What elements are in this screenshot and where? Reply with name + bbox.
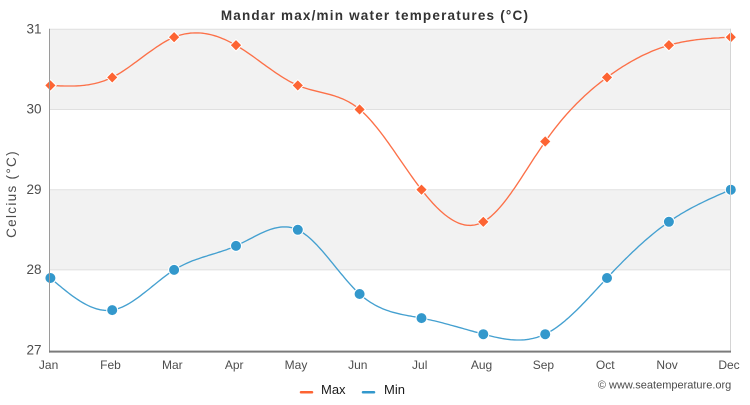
svg-text:Jun: Jun <box>348 358 367 372</box>
svg-text:27: 27 <box>26 342 41 357</box>
svg-text:Mar: Mar <box>162 358 183 372</box>
svg-text:Jul: Jul <box>412 358 427 372</box>
svg-text:Sep: Sep <box>533 358 555 372</box>
svg-text:Nov: Nov <box>656 358 677 372</box>
svg-text:Oct: Oct <box>596 358 615 372</box>
svg-text:31: 31 <box>26 21 41 36</box>
svg-text:Apr: Apr <box>225 358 244 372</box>
svg-text:Min: Min <box>384 382 405 397</box>
svg-text:Jan: Jan <box>39 358 58 372</box>
svg-text:30: 30 <box>26 102 41 117</box>
svg-text:© www.seatemperature.org: © www.seatemperature.org <box>598 379 731 391</box>
svg-text:Dec: Dec <box>718 358 739 372</box>
svg-text:28: 28 <box>26 262 41 277</box>
svg-text:Feb: Feb <box>100 358 121 372</box>
svg-text:May: May <box>285 358 308 372</box>
svg-text:Max: Max <box>321 382 346 397</box>
svg-text:Celcius (°C): Celcius (°C) <box>4 150 19 238</box>
svg-text:Mandar max/min water temperatu: Mandar max/min water temperatures (°C) <box>221 8 529 23</box>
svg-text:29: 29 <box>26 182 41 197</box>
svg-text:Aug: Aug <box>471 358 492 372</box>
